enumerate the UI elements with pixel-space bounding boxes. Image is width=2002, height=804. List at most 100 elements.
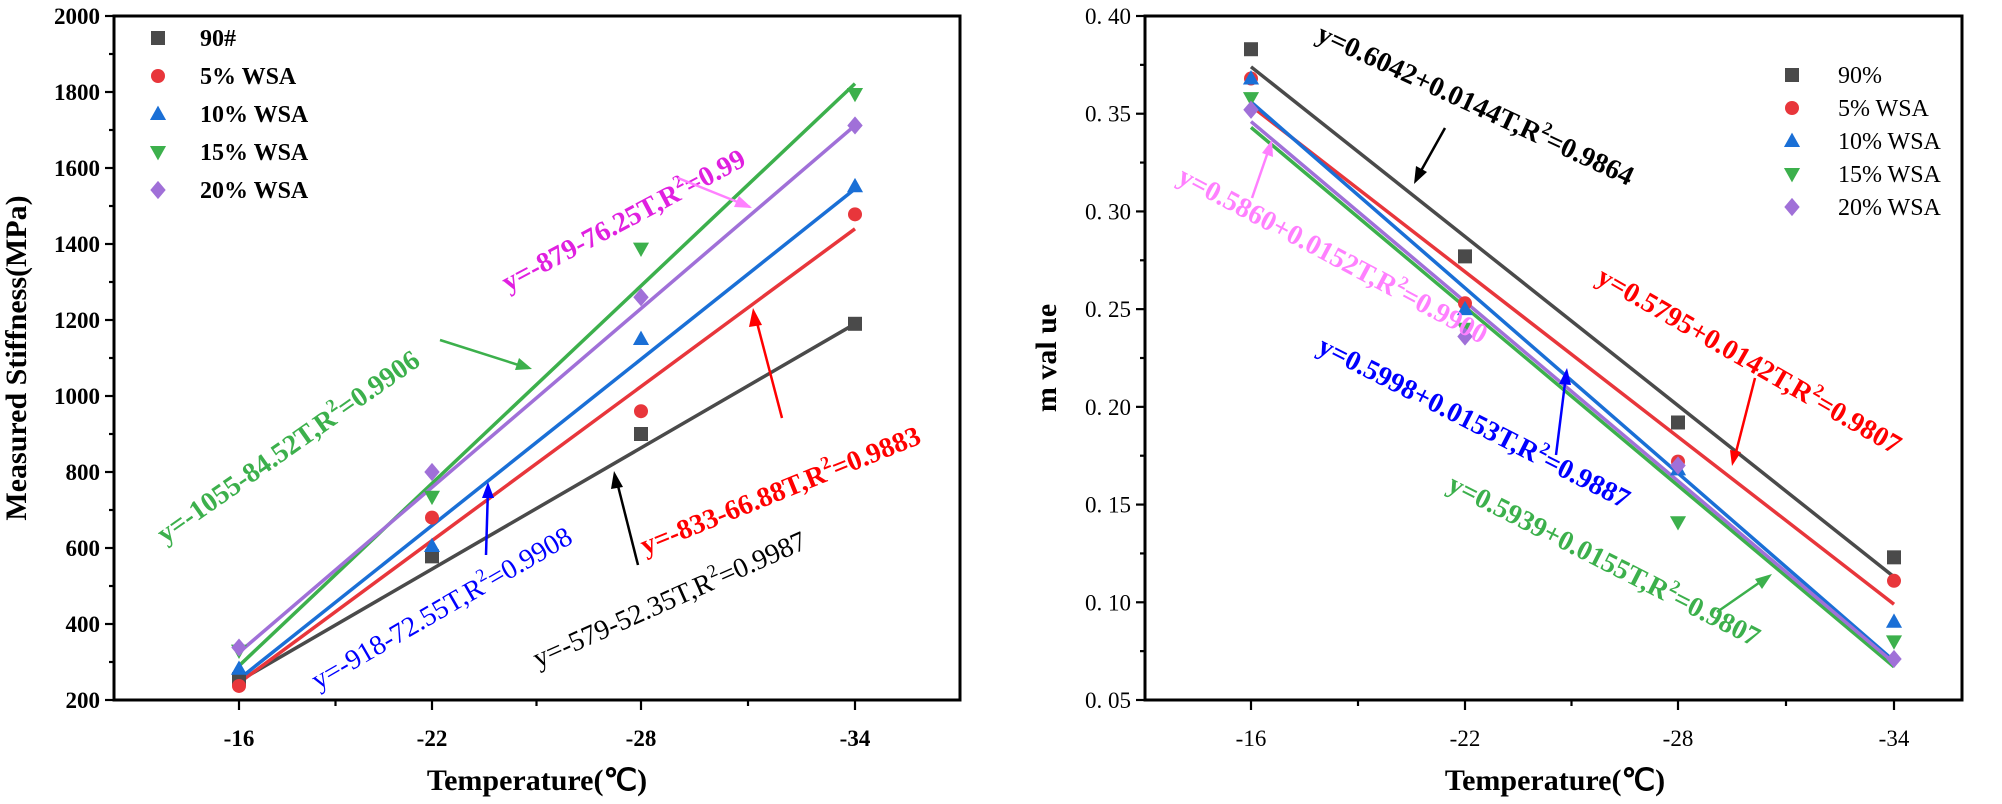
arrow-head-20-wsa [1262, 140, 1273, 157]
arrow-10-wsa [484, 487, 490, 556]
equation-90: y=0.6042+0.0144T,R2=0.9864 [1312, 15, 1640, 193]
legend-marker-10 [1783, 132, 1801, 147]
y-tick-label: 0. 40 [1085, 4, 1131, 29]
annotation-90: y=0.6042+0.0144T,R2=0.9864 [1312, 15, 1640, 193]
arrow-head-5-wsa [1730, 450, 1741, 466]
point-90-3 [848, 316, 862, 331]
x-tick-label: -28 [1663, 726, 1694, 751]
point-10-1 [423, 537, 441, 553]
legend-marker-10 [149, 105, 167, 120]
x-tick-label: -22 [417, 726, 448, 751]
point-10-0 [1242, 70, 1260, 85]
equation-10-wsa: y=-918-72.55T,R2=0.9908 [304, 518, 578, 696]
point-5-0 [232, 678, 246, 693]
annotation-5-wsa: y=0.5795+0.0142T,R2=0.9807 [1592, 258, 1909, 466]
point-5-2 [634, 404, 648, 419]
equation-5-wsa: y=0.5795+0.0142T,R2=0.9807 [1592, 258, 1909, 461]
y-tick-label: 0. 15 [1085, 493, 1131, 518]
data-points [1242, 42, 1903, 669]
point-90-3 [1887, 550, 1901, 565]
point-15-2 [1669, 516, 1687, 531]
point-5-3 [1887, 573, 1901, 588]
x-axis-title: Temperature(℃) [1445, 764, 1665, 797]
point-15-1 [423, 490, 441, 506]
legend-label-20: 20% WSA [200, 178, 309, 204]
point-90-1 [1458, 249, 1472, 264]
arrow-5-wsa [753, 314, 784, 419]
point-5-3 [848, 207, 862, 222]
point-20-1 [424, 462, 440, 482]
x-tick-label: -16 [1236, 726, 1267, 751]
x-axis-ticks: -16 -22 -28 -34 [1236, 700, 1910, 751]
x-axis-title: Temperature(℃) [427, 764, 647, 797]
legend-marker-15 [149, 146, 167, 161]
point-20-3 [1886, 649, 1902, 669]
point-10-0 [230, 660, 248, 675]
fit-line-15 [1249, 126, 1896, 669]
arrow-head-15-wsa [515, 358, 532, 370]
y-tick-label: 200 [66, 688, 101, 713]
y-tick-label: 1600 [54, 156, 100, 181]
arrow-head-10-wsa [1559, 368, 1571, 385]
fit-lines [1249, 65, 1896, 669]
y-tick-label: 1400 [54, 232, 100, 257]
arrow-head-20-wsa [734, 196, 752, 208]
y-tick-label: 0. 20 [1085, 395, 1131, 420]
point-5-1 [425, 510, 439, 525]
arrow-head-5-wsa [749, 308, 762, 327]
point-15-3 [846, 87, 864, 103]
y-tick-label: 0. 35 [1085, 102, 1131, 127]
y-tick-label: 0. 10 [1085, 590, 1131, 615]
x-axis-ticks: -16 -22 -28 -34 [224, 700, 871, 751]
point-20-3 [847, 116, 863, 135]
legend-label-5: 5% WSA [1838, 96, 1930, 122]
equation-15-wsa: y=-1055-84.52T,R2=0.9906 [149, 341, 426, 549]
arrow-15-wsa [1716, 576, 1767, 614]
y-tick-label: 0. 25 [1085, 297, 1131, 322]
arrow-head-90 [1414, 166, 1427, 184]
legend-marker-5 [151, 69, 165, 83]
fit-line-10 [1249, 100, 1896, 663]
y-tick-label: 2000 [54, 4, 100, 29]
point-15-0 [1242, 92, 1260, 107]
legend-marker-5 [1785, 101, 1799, 115]
point-90-2 [1671, 415, 1685, 430]
legend-marker-20 [1784, 197, 1800, 217]
x-tick-label: -34 [840, 726, 871, 751]
legend: 90% 5% WSA 10% WSA 15% WSA 20% WSA [1783, 63, 1942, 221]
point-15-2 [632, 242, 650, 257]
y-axis-title: Measured Stiffness(MPa) [0, 195, 33, 520]
y-tick-label: 600 [66, 536, 101, 561]
legend-label-15: 15% WSA [200, 140, 309, 166]
fit-line-20 [1249, 120, 1896, 665]
legend-marker-90 [1785, 68, 1799, 82]
fit-line-90 [1249, 65, 1896, 579]
point-90-0 [1244, 42, 1258, 57]
y-tick-label: 0. 30 [1085, 199, 1131, 224]
arrow-head-15-wsa [1755, 574, 1772, 589]
point-20-2 [633, 288, 649, 307]
y-tick-label: 800 [66, 460, 101, 485]
y-tick-label: 1800 [54, 80, 100, 105]
y-tick-label: 400 [66, 612, 101, 637]
legend-label-90: 90% [1838, 63, 1882, 89]
y-axis-ticks: 200 400 600 800 1000 1200 1400 1600 1800 2000 [54, 4, 114, 713]
point-15-3 [1885, 635, 1903, 650]
y-tick-label: 1000 [54, 384, 100, 409]
data-points [230, 87, 864, 693]
arrow-head-10-wsa [482, 482, 494, 498]
y-tick-label: 1200 [54, 308, 100, 333]
y-axis-title: m val ue [1030, 304, 1063, 412]
arrow-90 [614, 477, 640, 566]
point-20-1 [1457, 327, 1473, 346]
legend-label-15: 15% WSA [1838, 162, 1942, 188]
fit-lines [237, 82, 857, 685]
arrow-5-wsa [1732, 377, 1757, 461]
x-tick-label: -28 [626, 726, 657, 751]
point-20-0 [1243, 100, 1259, 119]
point-20-0 [231, 638, 247, 657]
y-axis-ticks: 0. 05 0. 10 0. 15 0. 20 0. 25 0. 30 0. 35 0. 40 [1085, 4, 1145, 713]
fit-line-90 [238, 322, 856, 683]
legend-marker-20 [150, 180, 166, 200]
